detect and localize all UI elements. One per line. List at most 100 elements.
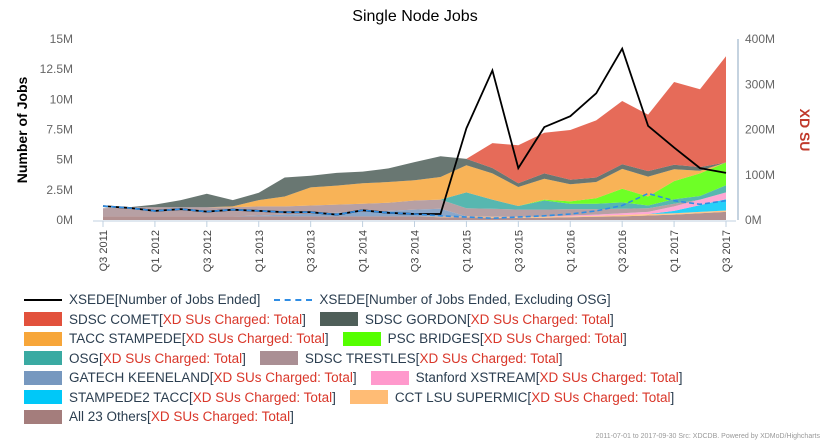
legend-item[interactable]: SDSC COMET [XD SUs Charged: Total] <box>24 312 306 327</box>
y-left-tick-label: 10M <box>50 92 73 106</box>
legend-bracket: [ <box>189 389 193 405</box>
legend-swatch <box>24 351 62 366</box>
legend-item[interactable]: XSEDE [Number of Jobs Ended] <box>24 292 260 307</box>
legend-item[interactable]: PSC BRIDGES [XD SUs Charged: Total] <box>342 331 627 347</box>
legend-series-name: All 23 Others <box>69 409 148 425</box>
x-tick-label: Q3 2017 <box>721 230 733 272</box>
y-axis-right-title: XD SU <box>797 109 813 152</box>
legend-item[interactable]: XSEDE [Number of Jobs Ended, Excluding O… <box>274 292 611 308</box>
legend-swatch <box>349 390 388 405</box>
legend-item[interactable]: GATECH KEENELAND [XD SUs Charged: Total] <box>24 370 357 385</box>
legend-series-name: STAMPEDE2 TACC <box>69 389 190 405</box>
x-tick-label: Q1 2015 <box>461 230 473 272</box>
legend-metric: XD SUs Charged: Total <box>185 331 325 347</box>
legend-item[interactable]: OSG [XD SUs Charged: Total] <box>24 351 246 366</box>
legend-swatch <box>24 331 62 346</box>
x-tick-label: Q1 2016 <box>565 230 577 272</box>
legend-metric: XD SUs Charged: Total <box>419 350 559 366</box>
chart-credits: 2011-07-01 to 2017-09-30 Src: XDCDB. Pow… <box>596 433 821 440</box>
legend-series-name: TACC STAMPEDE <box>69 331 182 347</box>
legend-bracket: ] <box>302 311 306 327</box>
legend-bracket: [ <box>181 331 186 347</box>
x-tick-label: Q1 2014 <box>358 230 370 272</box>
legend-metric: XD SUs Charged: Total <box>539 370 679 386</box>
legend-series-name: CCT LSU SUPERMIC <box>394 389 528 405</box>
legend-swatch <box>24 409 62 424</box>
x-tick-label: Q3 2013 <box>306 230 318 272</box>
legend-series-name: OSG <box>69 350 100 366</box>
chart-legend: XSEDE [Number of Jobs Ended] XSEDE [Numbe… <box>24 290 814 427</box>
legend-item[interactable]: SDSC GORDON [XD SUs Charged: Total] <box>319 311 614 327</box>
legend-metric: XD SUs Charged: Total <box>150 409 291 425</box>
legend-bracket: [ <box>114 292 119 308</box>
legend-swatch <box>370 370 409 385</box>
legend-bracket: ] <box>678 370 683 386</box>
legend-bracket: ] <box>332 389 336 405</box>
legend-row: All 23 Others [XD SUs Charged: Total] <box>24 407 814 427</box>
legend-item[interactable]: All 23 Others [XD SUs Charged: Total] <box>24 409 294 424</box>
legend-series-name: XSEDE <box>69 292 115 308</box>
legend-swatch <box>259 351 298 366</box>
legend-series-name: SDSC COMET <box>69 311 160 327</box>
legend-bracket: [ <box>209 370 214 386</box>
legend-bracket: [ <box>99 350 103 366</box>
legend-item[interactable]: CCT LSU SUPERMIC [XD SUs Charged: Total] <box>349 389 675 405</box>
legend-metric: XD SUs Charged: Total <box>483 331 623 347</box>
legend-bracket: ] <box>324 331 329 347</box>
legend-metric: Number of Jobs Ended <box>118 292 257 308</box>
legend-bracket: ] <box>256 292 261 308</box>
legend-bracket: [ <box>535 370 540 386</box>
legend-series-name: Stanford XSTREAM <box>415 370 536 386</box>
legend-swatch <box>24 370 62 385</box>
x-tick-label: Q1 2012 <box>150 230 162 272</box>
legend-swatch <box>319 312 358 327</box>
y-left-tick-label: 5M <box>56 153 73 167</box>
legend-metric: Number of Jobs Ended, Excluding OSG <box>368 292 607 308</box>
y-left-tick-label: 2.5M <box>46 183 73 197</box>
legend-series-name: XSEDE <box>319 292 366 308</box>
legend-metric: XD SUs Charged: Total <box>102 350 243 366</box>
legend-series-name: GATECH KEENELAND <box>69 370 210 386</box>
y-left-tick-label: 15M <box>50 32 73 46</box>
legend-series-name: SDSC TRESTLES <box>304 350 416 366</box>
legend-bracket: [ <box>159 311 163 327</box>
x-tick-label: Q3 2011 <box>98 230 110 271</box>
x-tick-label: Q3 2015 <box>513 230 525 272</box>
legend-item[interactable]: SDSC TRESTLES [XD SUs Charged: Total] <box>259 350 563 366</box>
legend-bracket: ] <box>623 331 627 347</box>
y-right-tick-label: 100M <box>745 168 775 182</box>
legend-item[interactable]: TACC STAMPEDE [XD SUs Charged: Total] <box>24 331 329 346</box>
area-sdsc-comet <box>103 56 726 209</box>
legend-row: GATECH KEENELAND [XD SUs Charged: Total]… <box>24 368 814 388</box>
x-tick-label: Q3 2012 <box>202 230 214 272</box>
legend-item[interactable]: STAMPEDE2 TACC [XD SUs Charged: Total] <box>24 390 336 405</box>
area-tacc-stampede <box>103 162 726 209</box>
y-right-tick-label: 300M <box>745 77 775 91</box>
y-right-tick-label: 0M <box>745 213 762 227</box>
legend-bracket: ] <box>670 389 675 405</box>
legend-row: STAMPEDE2 TACC [XD SUs Charged: Total] CC… <box>24 388 814 408</box>
legend-bracket: [ <box>479 331 484 347</box>
area-sdsc-gordon <box>103 156 726 209</box>
legend-item[interactable]: Stanford XSTREAM [XD SUs Charged: Total] <box>370 370 683 386</box>
line-series-group <box>102 46 727 220</box>
y-axis-left-title: Number of Jobs <box>14 77 30 184</box>
legend-bracket: ] <box>352 370 357 386</box>
axes-group: 0M 2.5M 5M 7.5M 10M 12.5M 15M 0M 100M 200M 300M 400… <box>40 32 775 272</box>
x-tick-label: Q1 2017 <box>669 230 681 272</box>
legend-swatch <box>274 298 313 301</box>
legend-bracket: [ <box>147 409 151 425</box>
legend-metric: XD SUs Charged: Total <box>470 311 610 327</box>
legend-bracket: ] <box>242 350 246 366</box>
y-right-tick-label: 200M <box>745 123 775 137</box>
legend-row: OSG [XD SUs Charged: Total] SDSC TRESTLES… <box>24 349 814 369</box>
legend-swatch <box>24 390 62 405</box>
x-tick-label: Q3 2016 <box>617 230 629 272</box>
legend-row: XSEDE [Number of Jobs Ended] XSEDE [Numbe… <box>24 290 814 310</box>
legend-bracket: ] <box>290 409 294 425</box>
legend-bracket: ] <box>558 350 563 366</box>
y-left-tick-label: 12.5M <box>40 62 73 76</box>
x-tick-label: Q1 2013 <box>254 230 266 272</box>
chart-title: Single Node Jobs <box>352 8 477 25</box>
